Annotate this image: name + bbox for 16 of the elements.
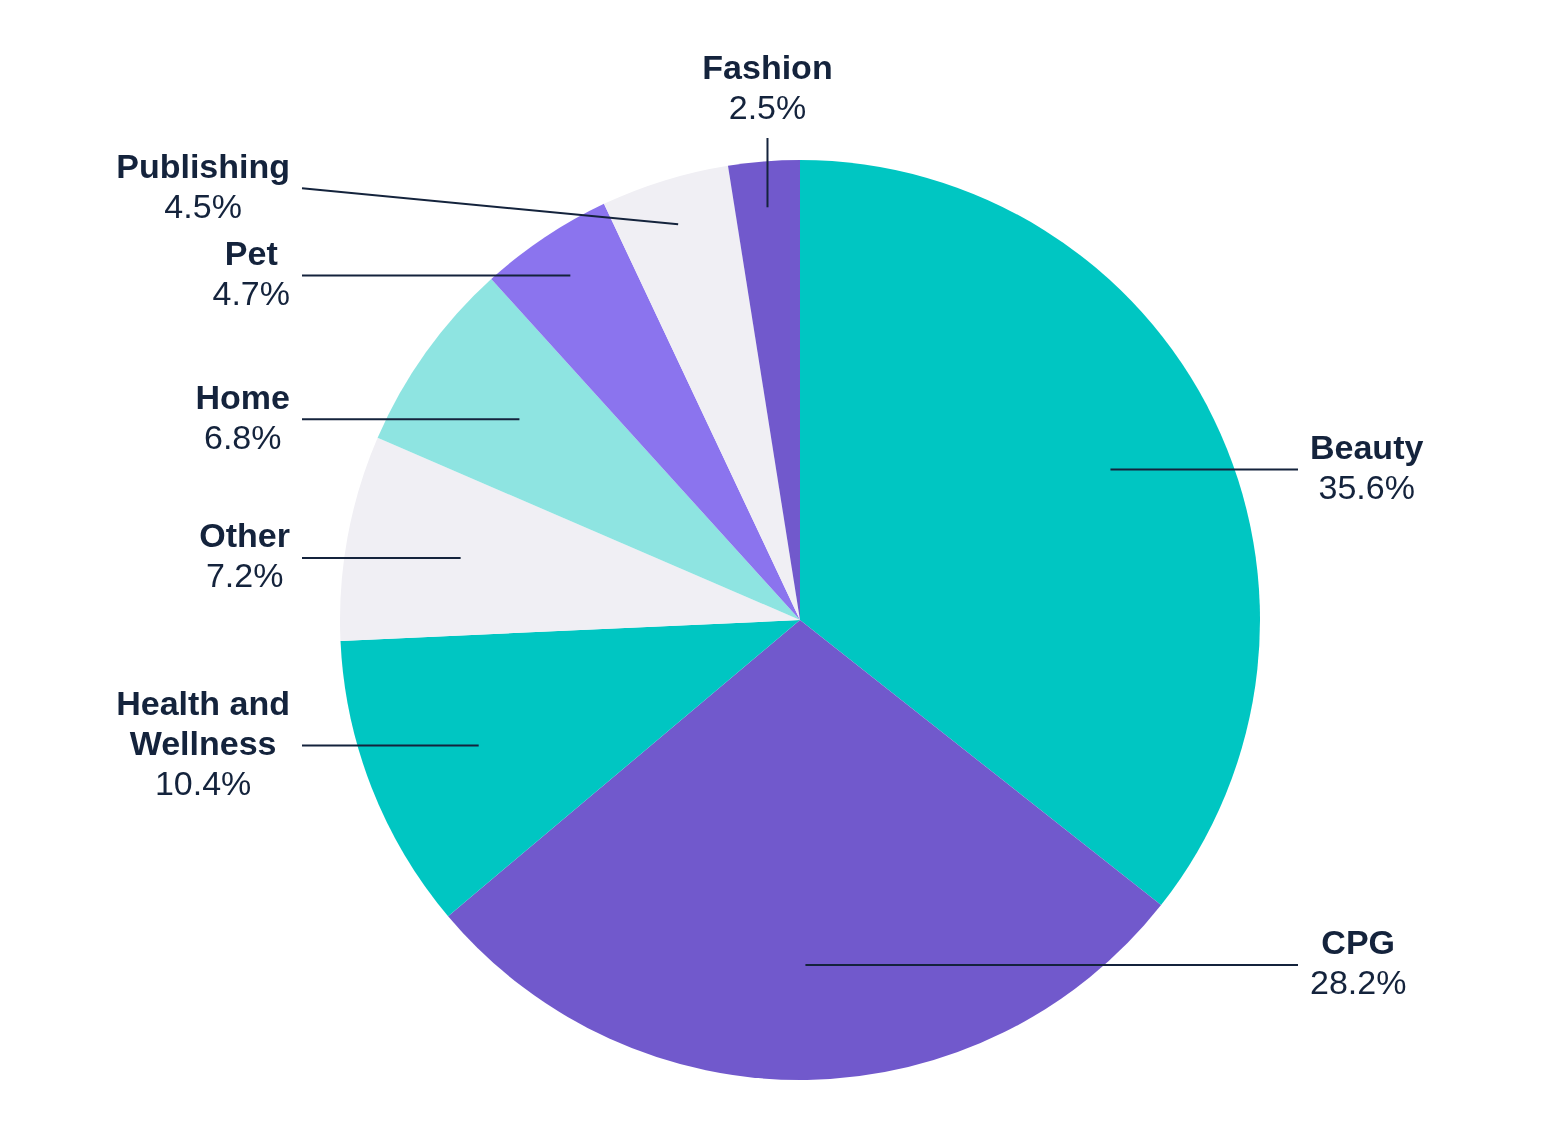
data-label: 35.6% [1318, 467, 1415, 506]
data-label: 7.2% [205, 556, 284, 595]
data-label: 10.4% [154, 763, 252, 802]
slice-label: Beauty [1310, 427, 1424, 466]
data-label: 6.8% [204, 417, 282, 456]
data-label: 4.7% [212, 273, 290, 312]
data-label: 4.5% [164, 186, 242, 225]
slice-label: Home [195, 377, 290, 416]
slice-label: Pet [224, 233, 278, 272]
slice-label: Fashion [702, 48, 833, 87]
slice-label: Publishing [116, 146, 291, 185]
slice-label: Health and Wellness [116, 683, 291, 762]
data-label: 28.2% [1310, 963, 1407, 1002]
slice-label: Other [199, 516, 290, 555]
data-label: 2.5% [728, 88, 807, 127]
slice-label: CPG [1321, 923, 1396, 962]
